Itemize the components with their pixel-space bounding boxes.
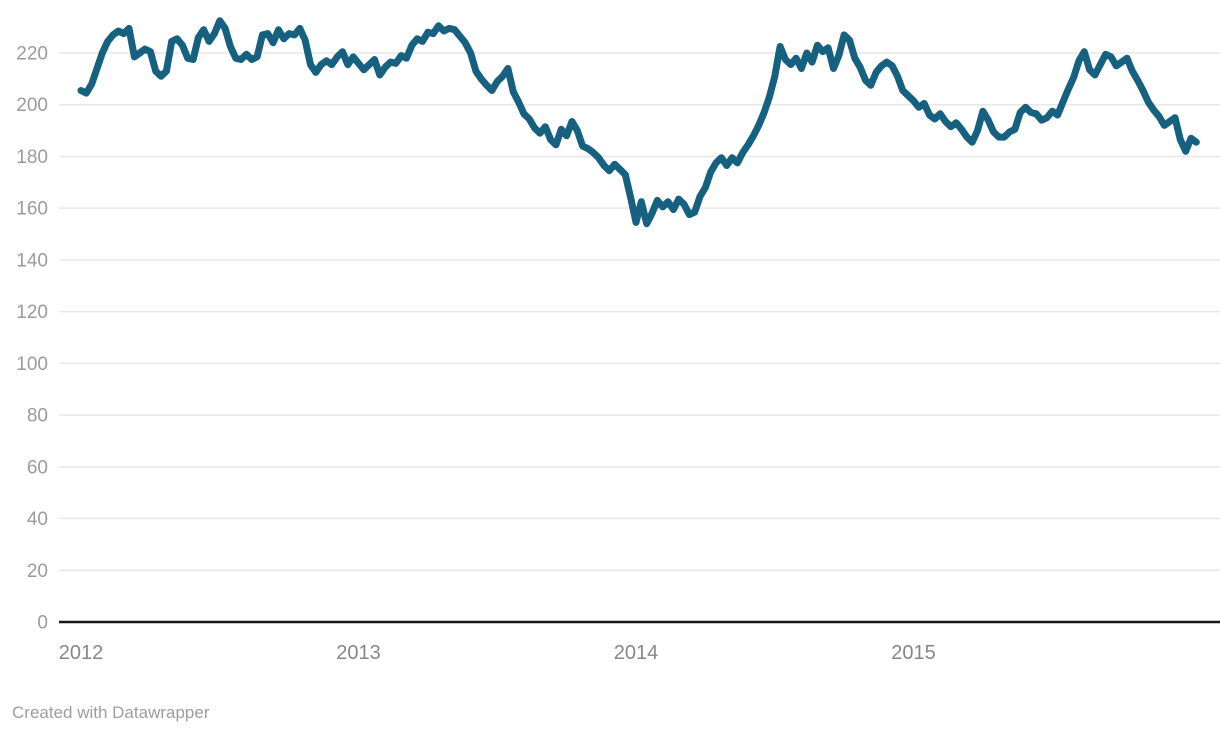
y-tick-label: 20 xyxy=(27,561,48,582)
y-tick-label: 40 xyxy=(27,509,48,530)
y-tick-label: 140 xyxy=(16,250,48,271)
x-tick-label: 2015 xyxy=(891,642,936,664)
y-tick-label: 180 xyxy=(16,147,48,168)
y-tick-label: 80 xyxy=(27,406,48,427)
y-tick-label: 220 xyxy=(16,44,48,65)
x-tick-label: 2014 xyxy=(614,642,659,664)
y-tick-label: 120 xyxy=(16,302,48,323)
y-tick-label: 0 xyxy=(37,613,48,634)
x-tick-label: 2012 xyxy=(59,642,104,664)
attribution-text: Created with Datawrapper xyxy=(12,703,210,722)
data-line xyxy=(77,17,1200,228)
x-tick-label: 2013 xyxy=(336,642,381,664)
y-tick-label: 60 xyxy=(27,457,48,478)
y-tick-label: 100 xyxy=(16,354,48,375)
y-tick-label: 160 xyxy=(16,199,48,220)
y-tick-label: 200 xyxy=(16,95,48,116)
